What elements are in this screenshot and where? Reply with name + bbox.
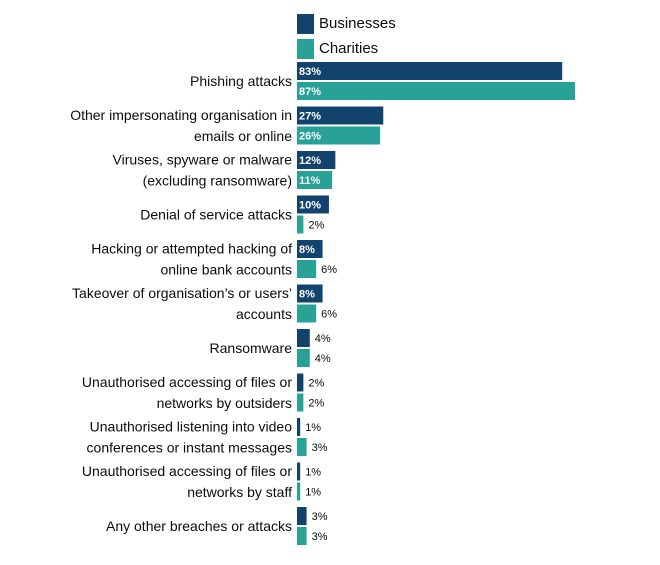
category-label: Any other breaches or attacks: [106, 518, 292, 534]
data-label-businesses: 8%: [299, 289, 315, 301]
category-label: networks by staff: [187, 484, 292, 500]
data-label-businesses: 8%: [299, 244, 315, 256]
legend-swatch-charities: [297, 38, 314, 59]
bar-charities: [297, 260, 317, 278]
bar-charities: [297, 349, 310, 367]
bar-businesses: [297, 418, 301, 436]
category-label: Viruses, spyware or malware: [113, 152, 293, 168]
data-label-charities: 1%: [305, 487, 321, 499]
data-label-businesses: 4%: [315, 333, 331, 345]
category-label: (excluding ransomware): [143, 173, 292, 189]
bar-businesses: [297, 284, 323, 303]
bar-charities: [297, 393, 304, 412]
legend: Businesses Charities: [297, 11, 396, 61]
bar-charities: [297, 482, 301, 501]
bar-businesses: [297, 462, 301, 481]
data-label-businesses: 12%: [299, 155, 321, 167]
category-label: online bank accounts: [160, 262, 292, 278]
bar-businesses: [297, 151, 336, 169]
legend-label-businesses: Businesses: [319, 15, 396, 32]
data-label-businesses: 3%: [312, 511, 328, 523]
data-label-businesses: 1%: [305, 467, 321, 479]
legend-swatch-businesses: [297, 13, 314, 34]
category-label: emails or online: [194, 128, 292, 144]
bar-charities: [297, 126, 381, 145]
category-label: networks by outsiders: [157, 395, 292, 411]
data-label-businesses: 27%: [299, 111, 321, 123]
bar-businesses: [297, 106, 384, 125]
bar-charities: [297, 527, 307, 545]
legend-item-charities: Charities: [297, 36, 396, 61]
data-label-charities: 6%: [321, 264, 337, 276]
category-label: Hacking or attempted hacking of: [91, 241, 292, 257]
bar-businesses: [297, 240, 323, 258]
data-label-charities: 4%: [315, 353, 331, 365]
category-label: Unauthorised accessing of files or: [82, 374, 292, 390]
category-label: Unauthorised accessing of files or: [82, 463, 292, 479]
bar-charities: [297, 304, 317, 323]
data-label-charities: 6%: [321, 309, 337, 321]
bar-businesses: [297, 507, 307, 525]
bar-businesses: [297, 62, 563, 80]
data-label-businesses: 83%: [299, 66, 321, 78]
bar-businesses: [297, 329, 310, 347]
legend-item-businesses: Businesses: [297, 11, 396, 36]
bar-businesses: [297, 195, 329, 214]
data-label-charities: 11%: [299, 175, 321, 187]
category-label: Unauthorised listening into video: [90, 419, 293, 435]
category-label: Phishing attacks: [190, 73, 292, 89]
category-label: Other impersonating organisation in: [70, 107, 292, 123]
bar-charities: [297, 438, 307, 456]
category-label: accounts: [236, 306, 292, 322]
bar-charities: [297, 82, 575, 100]
data-label-charities: 87%: [299, 86, 321, 98]
data-label-businesses: 1%: [305, 422, 321, 434]
data-label-charities: 26%: [299, 131, 321, 143]
bar-charities: [297, 215, 304, 234]
data-label-businesses: 10%: [299, 200, 321, 212]
bar-businesses: [297, 373, 304, 392]
category-label: Takeover of organisation’s or users’: [72, 285, 292, 301]
legend-label-charities: Charities: [319, 40, 379, 57]
bar-charities: [297, 171, 333, 189]
category-label: Ransomware: [210, 340, 293, 356]
data-label-charities: 2%: [308, 220, 324, 232]
category-label: conferences or instant messages: [87, 440, 292, 456]
data-label-charities: 3%: [312, 531, 328, 543]
data-label-businesses: 2%: [308, 378, 324, 390]
data-label-charities: 3%: [312, 442, 328, 454]
category-label: Denial of service attacks: [140, 207, 292, 223]
data-label-charities: 2%: [308, 398, 324, 410]
